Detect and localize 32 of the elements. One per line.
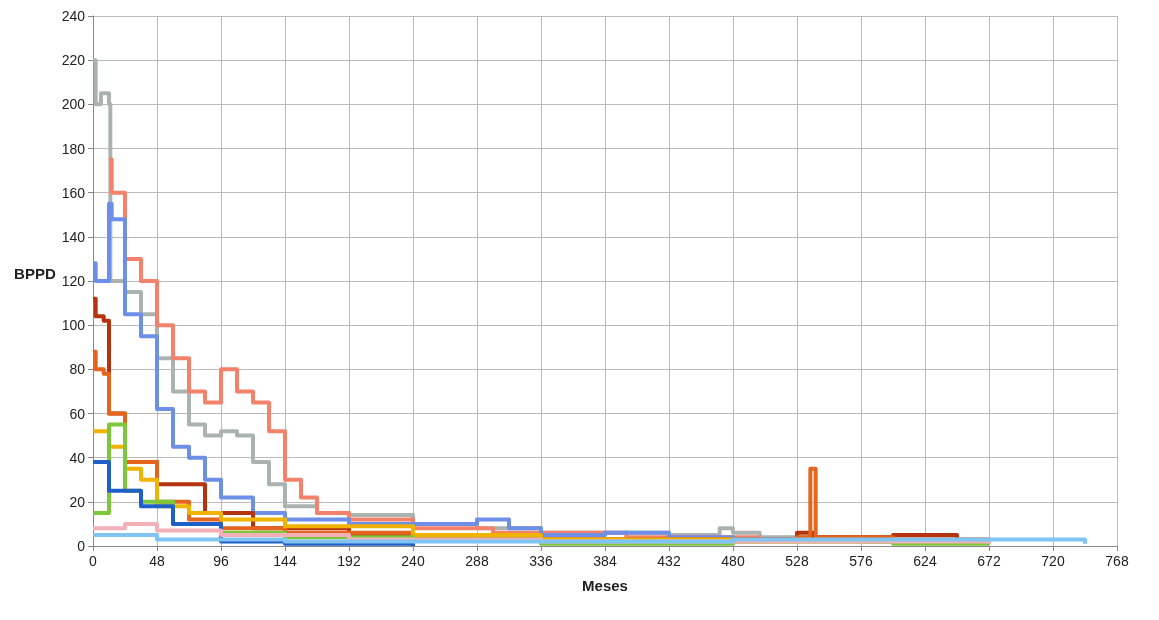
x-tick-label: 144 xyxy=(273,553,297,569)
x-tick-label: 384 xyxy=(593,553,617,569)
y-axis-title: BPPD xyxy=(14,265,56,282)
y-tick-label: 40 xyxy=(69,449,86,466)
x-tick-label: 432 xyxy=(657,553,681,569)
x-tick-label: 48 xyxy=(149,553,165,569)
x-tick-label: 624 xyxy=(913,553,937,569)
x-tick-label: 768 xyxy=(1105,553,1129,569)
y-tick-label: 160 xyxy=(61,184,86,201)
y-tick-label: 220 xyxy=(61,52,86,69)
x-tick-label: 96 xyxy=(213,553,229,569)
y-tick-label: 80 xyxy=(69,361,86,378)
x-tick-label: 576 xyxy=(849,553,873,569)
x-tick-label: 720 xyxy=(1041,553,1065,569)
x-tick-label: 240 xyxy=(401,553,425,569)
x-tick-label: 480 xyxy=(721,553,745,569)
x-axis-title: Meses xyxy=(582,577,628,594)
x-tick-label: 0 xyxy=(89,553,98,569)
y-tick-label: 20 xyxy=(69,493,86,510)
y-tick-label: 240 xyxy=(61,8,86,24)
y-tick-label: 60 xyxy=(69,405,86,422)
x-tick-label: 288 xyxy=(465,553,489,569)
x-tick-label: 528 xyxy=(785,553,809,569)
y-tick-label: 180 xyxy=(61,140,86,157)
x-tick-label: 672 xyxy=(977,553,1001,569)
y-tick-label: 140 xyxy=(61,228,86,245)
y-tick-label: 200 xyxy=(61,96,86,113)
x-tick-label: 336 xyxy=(529,553,553,569)
x-tick-label: 192 xyxy=(337,553,361,569)
y-tick-label: 0 xyxy=(77,538,86,554)
y-tick-label: 120 xyxy=(61,273,86,289)
y-tick-label: 100 xyxy=(61,317,86,334)
